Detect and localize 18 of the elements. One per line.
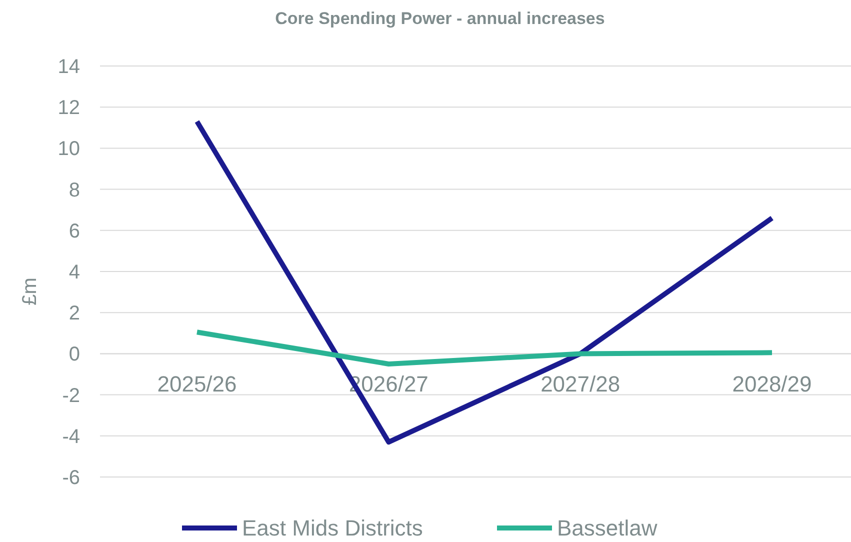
y-tick-label: 12 <box>58 97 80 120</box>
y-tick-label: 14 <box>58 56 80 78</box>
y-tick-label: 6 <box>68 220 80 242</box>
y-tick-label: -2 <box>62 384 80 407</box>
legend-label: Bassetlaw <box>557 516 658 541</box>
y-tick-label: 8 <box>68 179 80 202</box>
y-axis-title: £m <box>19 278 41 306</box>
y-tick-label: 10 <box>58 138 80 160</box>
x-tick-label: 2027/28 <box>540 372 620 397</box>
y-tick-label: 2 <box>68 302 80 325</box>
x-tick-label: 2025/26 <box>157 372 237 397</box>
y-tick-label: 0 <box>68 344 80 366</box>
x-tick-label: 2028/29 <box>732 372 812 397</box>
y-tick-label: 4 <box>68 262 80 284</box>
legend-label: East Mids Districts <box>242 516 423 541</box>
y-tick-label: -4 <box>62 426 80 448</box>
chart-title: Core Spending Power - annual increases <box>275 9 605 28</box>
y-tick-label: -6 <box>62 467 80 489</box>
